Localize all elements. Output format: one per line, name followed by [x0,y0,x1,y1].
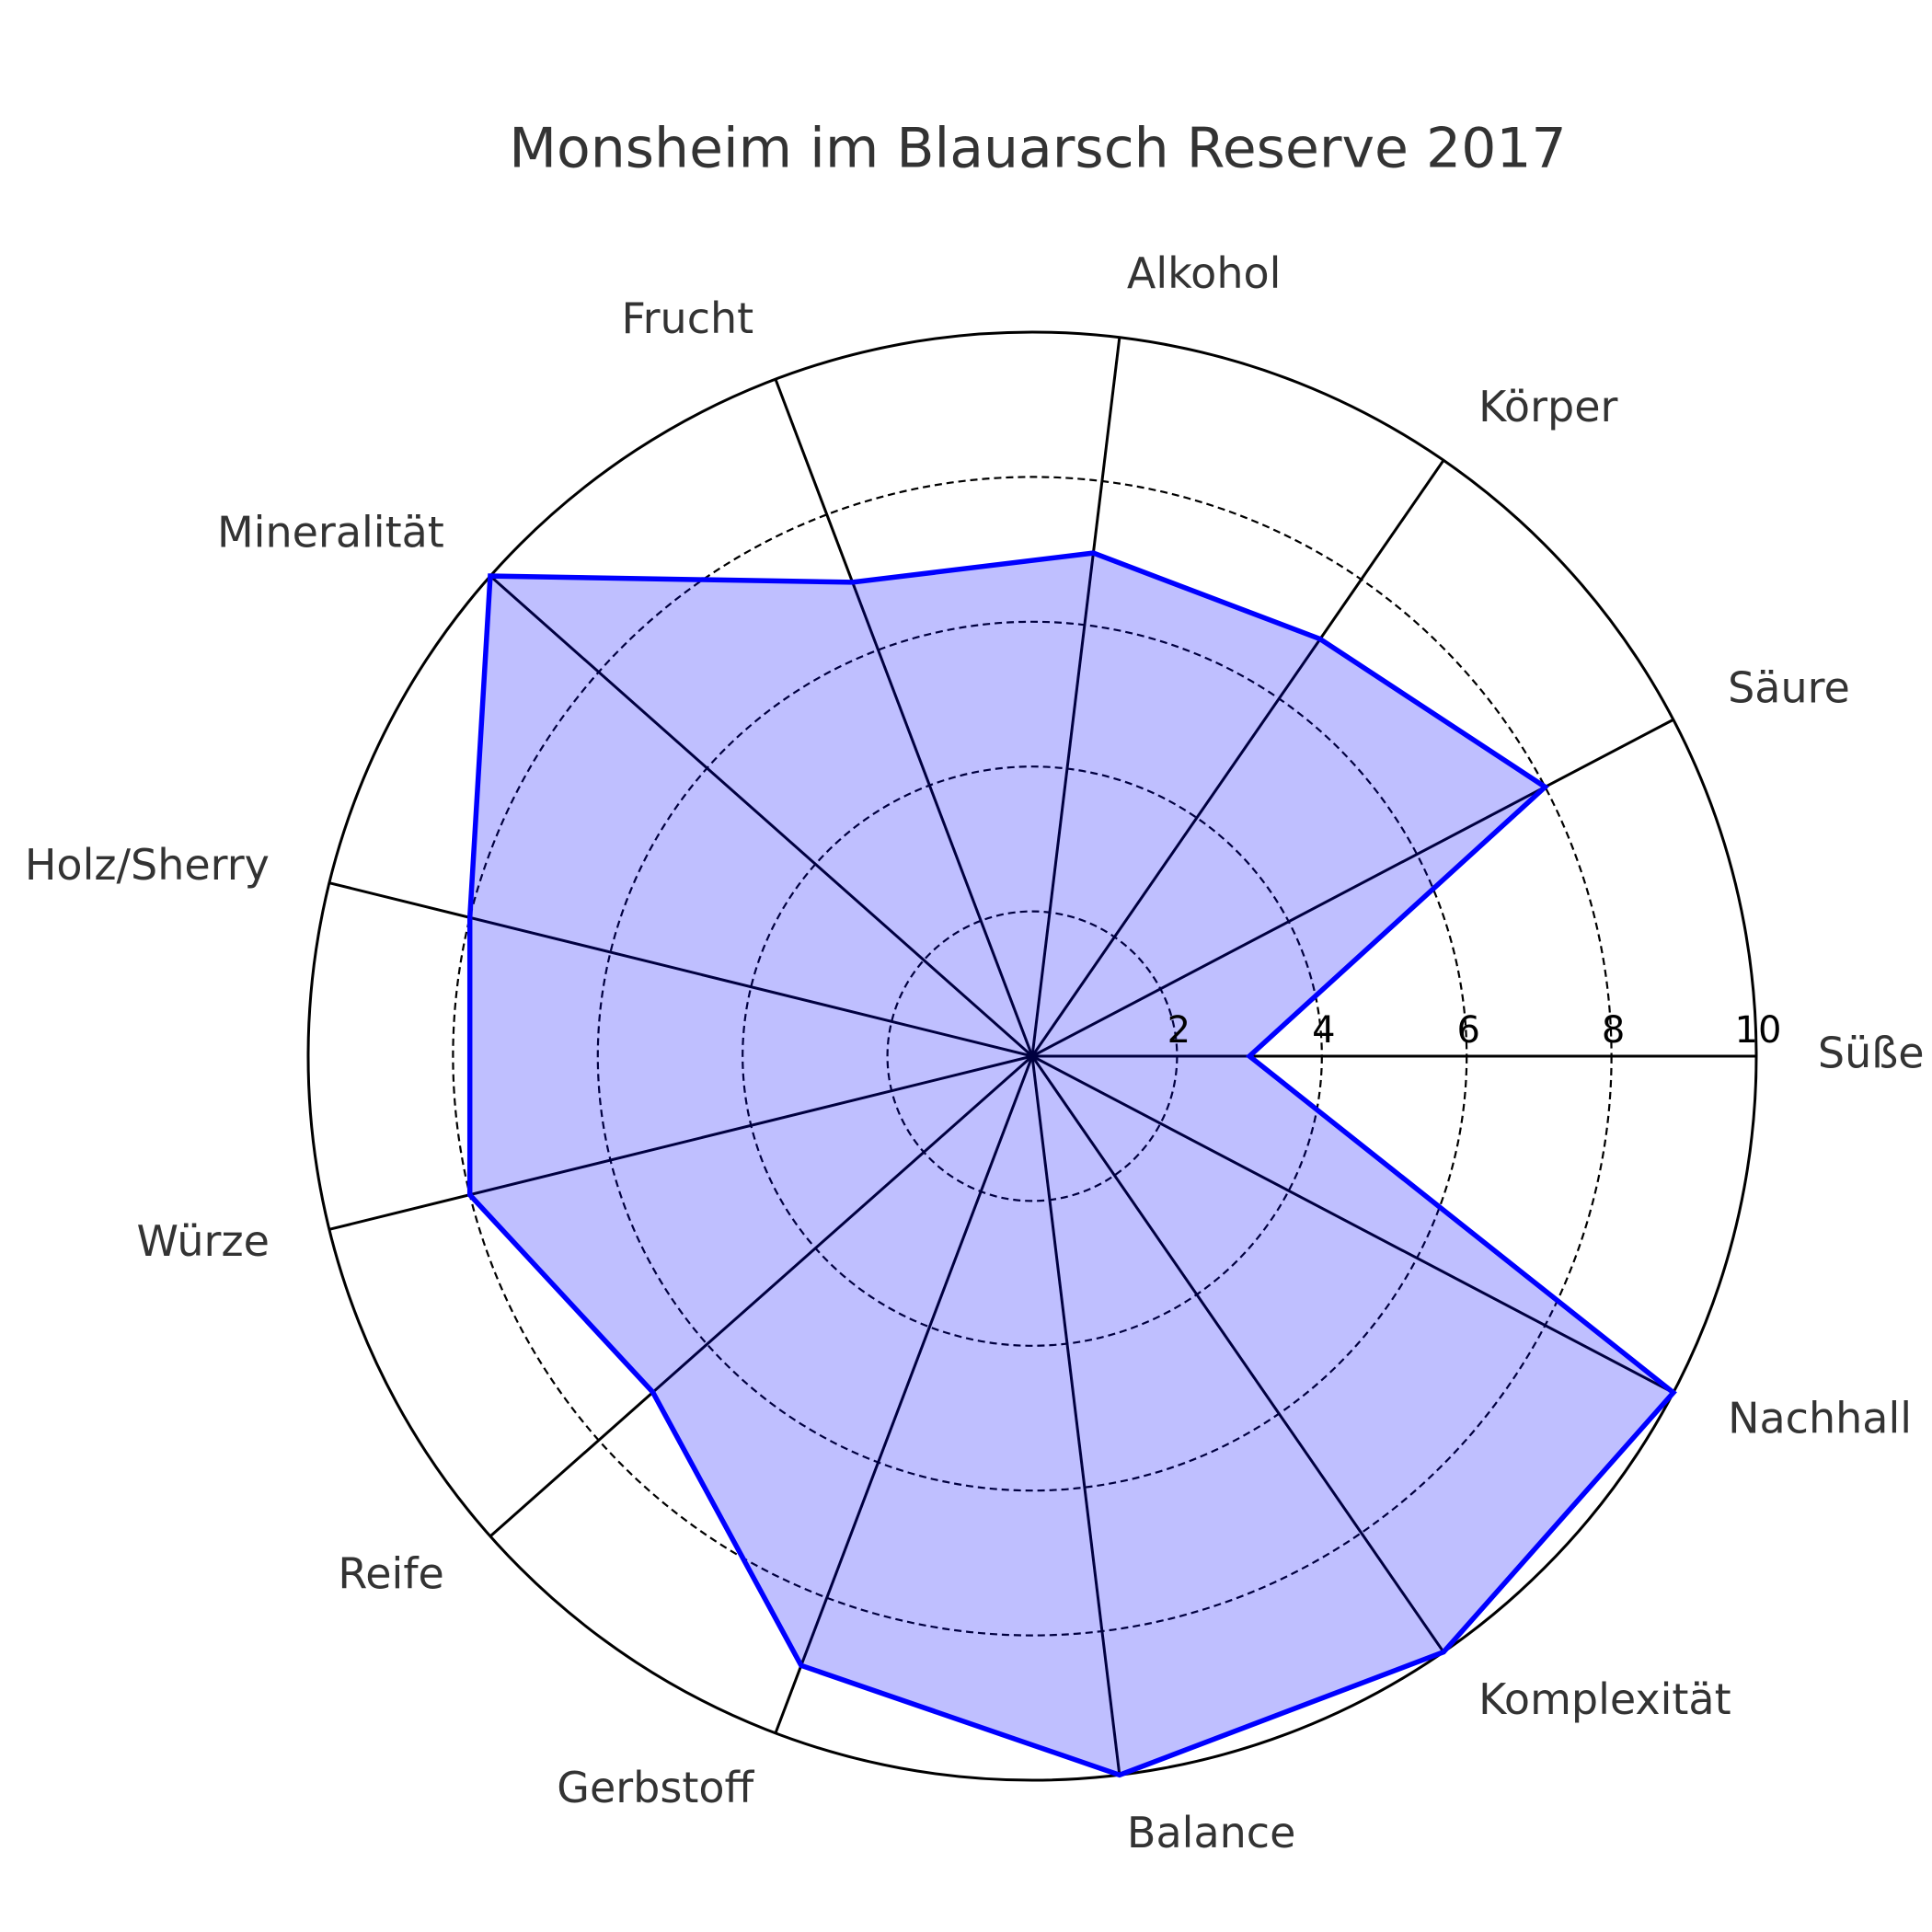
grid [306,330,1758,1782]
r-tick-label: 6 [1456,1009,1479,1052]
category-label: Alkohol [1127,248,1281,298]
spoke [1031,1054,1674,1395]
data-point [1248,1054,1252,1058]
labels: 2 4 6 8 10 Süße Säure Körper Alkohol Frucht Minera… [25,248,1925,1857]
data-point [1317,637,1322,641]
category-label: Gerbstoff [557,1763,754,1812]
category-label: Reife [338,1549,443,1599]
data-point [1671,1390,1675,1395]
data-point [850,580,855,584]
category-label: Säure [1728,663,1850,713]
data-area [466,550,1677,1778]
category-label: Nachhall [1728,1393,1912,1443]
category-label: Frucht [622,293,754,343]
chart-title: Monsheim im Blauarsch Reserve 2017 [509,117,1566,181]
category-label: Holz/Sherry [25,840,270,890]
spoke [489,574,1033,1058]
data-point [467,1192,472,1197]
spoke [489,1054,1033,1538]
spoke [328,1054,1033,1231]
spoke [1030,337,1121,1057]
data-point [488,574,492,579]
marks [466,550,1677,1778]
data-point [1442,1650,1446,1654]
spoke [1030,1055,1445,1653]
category-label: Balance [1127,1808,1295,1857]
category-label: Körper [1478,382,1617,431]
category-label: Komplexität [1478,1674,1731,1724]
spoke [328,881,1033,1058]
spoke [774,378,1034,1057]
data-point [650,1390,655,1395]
r-tick-label: 10 [1735,1009,1782,1052]
r-tick-label: 8 [1602,1009,1625,1052]
data-point [1117,1773,1121,1777]
spoke [1030,459,1445,1057]
data-point [799,1663,803,1668]
spoke [774,1055,1034,1734]
data-point [1543,785,1547,789]
spoke [1031,718,1674,1058]
spoke [1030,1055,1121,1776]
data-point [1091,551,1096,556]
r-tick-label: 4 [1312,1009,1335,1052]
category-label: Würze [137,1216,270,1266]
category-label: Süße [1818,1029,1925,1078]
category-label: Mineralität [217,507,444,557]
r-tick-label: 2 [1167,1009,1190,1052]
data-point [467,915,472,920]
